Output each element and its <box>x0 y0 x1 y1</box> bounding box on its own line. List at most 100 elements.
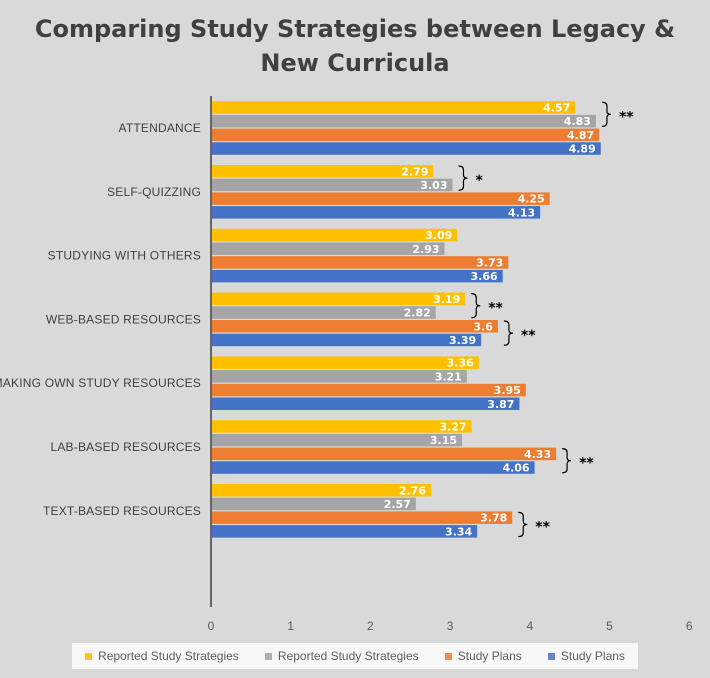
category-label-lab-based-resources: LAB-BASED RESOURCES <box>50 440 201 454</box>
category-label-web-based-resources: WEB-BASED RESOURCES <box>46 312 201 326</box>
data-label-self-quizzing-series-4: 4.13 <box>508 206 535 219</box>
bar-web-based-resources-series-1 <box>212 292 466 306</box>
bar-web-based-resources-series-4 <box>212 333 482 347</box>
data-label-attendance-series-1: 4.57 <box>543 101 570 114</box>
bar-text-based-resources-series-4 <box>212 525 478 538</box>
legend-label-1: Reported Study Strategies <box>98 649 239 663</box>
bar-studying-with-others-series-4 <box>212 269 503 283</box>
significance-mark-4: ** <box>521 328 536 344</box>
data-label-studying-with-others-series-4: 3.66 <box>471 270 498 283</box>
data-label-studying-with-others-series-2: 2.93 <box>412 243 439 256</box>
data-label-making-own-study-resources-series-1: 3.36 <box>447 357 474 370</box>
significance-mark-6: ** <box>535 520 550 536</box>
category-labels-layer: ATTENDANCE SELF-QUIZZING STUDYING WITH OTH… <box>0 121 201 518</box>
data-label-text-based-resources-series-1: 2.76 <box>399 484 426 497</box>
data-label-lab-based-resources-series-3: 4.33 <box>524 448 551 461</box>
category-label-text-based-resources: TEXT-BASED RESOURCES <box>43 504 201 518</box>
bar-lab-based-resources-series-2 <box>212 433 463 447</box>
bars-layer <box>212 101 601 538</box>
legend-label-4: Study Plans <box>560 649 625 663</box>
x-tick-label-3: 3 <box>447 619 454 633</box>
x-tick-label-2: 2 <box>367 619 374 633</box>
data-label-text-based-resources-series-4: 3.34 <box>445 525 472 538</box>
category-label-making-own-study-resources: MAKING OWN STUDY RESOURCES <box>0 376 201 390</box>
data-label-making-own-study-resources-series-4: 3.87 <box>487 398 514 411</box>
significance-mark-2: * <box>475 173 483 189</box>
data-label-web-based-resources-series-3: 3.6 <box>473 320 493 333</box>
legend-item-4: Study Plans <box>547 649 625 663</box>
category-label-self-quizzing: SELF-QUIZZING <box>107 185 201 199</box>
data-label-lab-based-resources-series-4: 4.06 <box>502 462 529 475</box>
data-label-making-own-study-resources-series-3: 3.95 <box>494 384 521 397</box>
bar-lab-based-resources-series-1 <box>212 420 472 433</box>
significance-mark-5: ** <box>579 456 594 472</box>
significance-layer: *********** <box>458 101 634 538</box>
bar-self-quizzing-series-2 <box>212 178 453 192</box>
chart-title: Comparing Study Strategies between Legac… <box>0 12 710 80</box>
x-tick-label-1: 1 <box>287 619 294 633</box>
category-label-studying-with-others: STUDYING WITH OTHERS <box>48 249 201 263</box>
bar-self-quizzing-series-1 <box>212 165 434 178</box>
category-label-attendance: ATTENDANCE <box>119 121 201 135</box>
data-label-attendance-series-4: 4.89 <box>569 143 596 156</box>
bar-lab-based-resources-series-4 <box>212 461 535 474</box>
bar-making-own-study-resources-series-3 <box>212 383 526 397</box>
bar-making-own-study-resources-series-1 <box>212 356 479 369</box>
data-label-text-based-resources-series-3: 3.78 <box>480 512 507 525</box>
significance-bracket-1 <box>601 101 611 127</box>
x-tick-label-4: 4 <box>526 619 533 633</box>
x-tick-label-6: 6 <box>686 619 693 633</box>
x-tick-labels-layer: 0 1 2 3 4 5 6 <box>208 619 693 633</box>
bar-text-based-resources-series-2 <box>212 497 416 511</box>
legend-item-1: Reported Study Strategies <box>85 649 239 663</box>
significance-bracket-2 <box>458 165 468 191</box>
significance-bracket-3 <box>471 293 481 319</box>
data-label-attendance-series-3: 4.87 <box>567 129 594 142</box>
data-label-self-quizzing-series-1: 2.79 <box>401 165 428 178</box>
significance-mark-1: ** <box>619 109 634 125</box>
significance-bracket-5 <box>562 448 572 474</box>
legend-item-2: Reported Study Strategies <box>264 649 419 663</box>
legend-swatch-3 <box>444 652 452 660</box>
x-tick-label-0: 0 <box>208 619 215 633</box>
bar-studying-with-others-series-3 <box>212 256 509 269</box>
data-label-making-own-study-resources-series-2: 3.21 <box>435 370 462 383</box>
bar-attendance-series-3 <box>212 128 600 142</box>
bar-web-based-resources-series-3 <box>212 320 498 333</box>
significance-bracket-6 <box>518 511 528 538</box>
bar-making-own-study-resources-series-2 <box>212 370 467 383</box>
legend-swatch-4 <box>547 652 555 660</box>
bar-attendance-series-1 <box>212 101 576 114</box>
bar-attendance-series-2 <box>212 114 596 128</box>
significance-mark-3: ** <box>488 301 503 317</box>
x-tick-label-5: 5 <box>606 619 613 633</box>
bar-attendance-series-4 <box>212 142 601 155</box>
legend-label-3: Study Plans <box>457 649 522 663</box>
data-label-lab-based-resources-series-1: 3.27 <box>439 420 466 433</box>
bar-making-own-study-resources-series-4 <box>212 397 520 410</box>
data-label-studying-with-others-series-1: 3.09 <box>425 229 452 242</box>
data-label-web-based-resources-series-4: 3.39 <box>449 334 476 347</box>
legend-item-3: Study Plans <box>444 649 522 663</box>
bar-self-quizzing-series-3 <box>212 192 550 205</box>
data-label-studying-with-others-series-3: 3.73 <box>476 256 503 269</box>
chart-title-line-1: Comparing Study Strategies between Legac… <box>34 15 676 43</box>
legend-label-2: Reported Study Strategies <box>277 649 419 663</box>
significance-bracket-4 <box>503 320 513 346</box>
data-labels-layer: 4.574.834.874.89 2.793.03 4.254.13 3.092.93… <box>384 101 596 538</box>
bar-lab-based-resources-series-3 <box>212 447 557 461</box>
bar-text-based-resources-series-1 <box>212 484 431 497</box>
bar-web-based-resources-series-2 <box>212 306 436 319</box>
bar-self-quizzing-series-4 <box>212 206 541 219</box>
data-label-self-quizzing-series-3: 4.25 <box>518 193 545 206</box>
data-label-web-based-resources-series-2: 2.82 <box>404 307 431 320</box>
data-label-web-based-resources-series-1: 3.19 <box>433 293 460 306</box>
legend-swatch-1 <box>85 652 93 660</box>
data-label-text-based-resources-series-2: 2.57 <box>384 498 411 511</box>
bar-text-based-resources-series-3 <box>212 511 513 524</box>
bar-studying-with-others-series-2 <box>212 242 445 255</box>
data-label-lab-based-resources-series-2: 3.15 <box>430 434 457 447</box>
data-label-attendance-series-2: 4.83 <box>564 115 591 128</box>
